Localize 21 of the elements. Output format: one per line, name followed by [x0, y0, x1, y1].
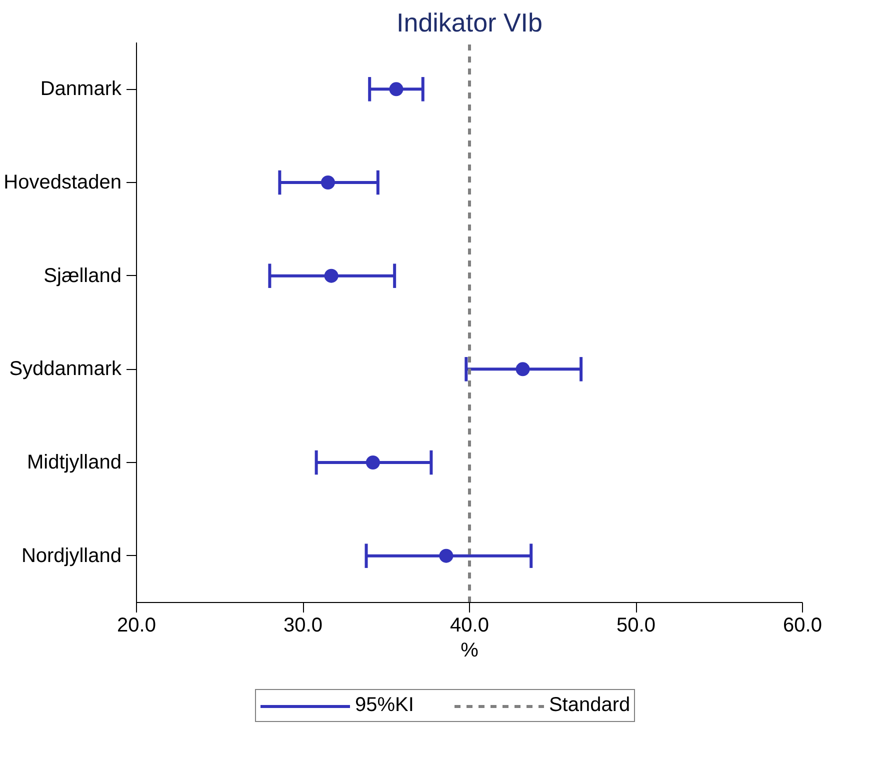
y-tick-label: Midtjylland — [27, 452, 122, 474]
point — [389, 82, 404, 96]
x-tick-label: 30.0 — [284, 614, 322, 636]
point — [320, 176, 335, 190]
legend-label: 95%KI — [355, 694, 414, 717]
chart-title: Indikator VIb — [396, 8, 542, 38]
point — [324, 268, 338, 283]
x-tick-label: 20.0 — [117, 614, 156, 636]
y-tick-label: Nordjylland — [21, 544, 122, 567]
legend-label: Standard — [548, 694, 630, 717]
y-tick-label: Syddanmark — [9, 358, 122, 380]
point — [366, 456, 380, 470]
y-tick-label: Hovedstaden — [4, 172, 122, 194]
x-tick-label: 60.0 — [783, 614, 822, 636]
point — [439, 548, 454, 563]
point — [516, 362, 530, 376]
y-tick-label: Sjælland — [44, 264, 122, 287]
y-tick-label: Danmark — [40, 78, 122, 100]
x-tick-label: 40.0 — [450, 614, 489, 636]
x-tick-label: 50.0 — [616, 614, 656, 636]
x-axis-title: % — [460, 640, 479, 662]
